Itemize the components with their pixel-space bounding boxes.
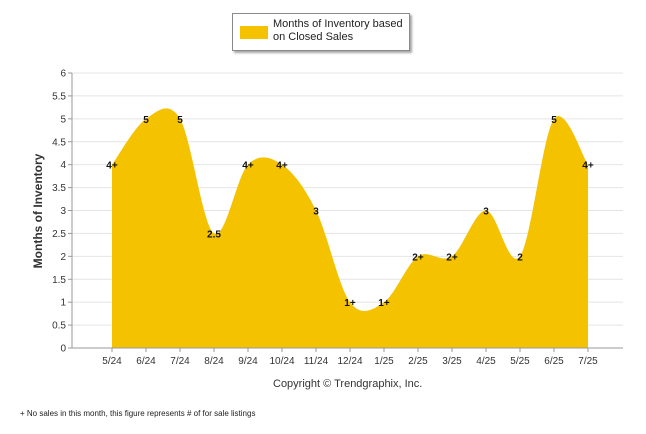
x-tick-label: 7/25 [578,356,598,367]
legend-label: Months of Inventory based on Closed Sale… [273,18,403,43]
x-tick-label: 6/24 [136,356,156,367]
x-tick-label: 9/24 [238,356,258,367]
data-label: 5 [551,115,557,126]
data-label: 3 [483,207,489,218]
data-label: 4+ [106,161,118,172]
y-tick-label: 1.5 [52,275,66,286]
data-label: 2.5 [207,229,221,240]
y-tick-label: 3 [60,206,66,217]
data-label: 2+ [446,252,458,263]
data-label: 2+ [412,252,424,263]
y-tick-label: 0 [60,344,66,355]
x-tick-label: 1/25 [374,356,394,367]
data-label: 5 [177,115,183,126]
x-tick-label: 11/24 [304,356,329,367]
data-labels: 4+ 5 5 2.5 4+ 4+ 3 1+ 1+ 2+ 2+ 3 2 5 4+ [106,115,594,309]
legend-swatch [240,26,268,39]
area-series-fill [112,108,588,348]
x-tick-label: 6/25 [544,356,564,367]
copyright-text: Copyright © Trendgraphix, Inc. [273,378,423,390]
data-label: 4+ [276,161,288,172]
axes: 0 0.5 1 1.5 2 2.5 3 3.5 4 4.5 5 5.5 6 5/24 6/24 7/24 8/2… [52,69,623,367]
y-tick-label: 6 [60,69,66,80]
data-label: 4+ [582,161,594,172]
x-tick-label: 4/25 [476,356,496,367]
y-tick-label: 1 [60,298,66,309]
area-series [112,108,588,348]
y-tick-label: 4.5 [52,137,66,148]
footnote: + No sales in this month, this figure re… [20,409,256,418]
y-axis-title: Months of Inventory [31,153,45,268]
y-tick-label: 0.5 [52,321,66,332]
y-tick-label: 2 [60,252,66,263]
x-tick-label: 8/24 [204,356,224,367]
y-tick-label: 3.5 [52,183,66,194]
data-label: 1+ [378,298,390,309]
data-label: 3 [313,207,319,218]
x-tick-label: 10/24 [269,356,294,367]
y-tick-label: 5.5 [52,91,66,102]
data-label: 2 [517,252,523,263]
x-tick-label: 12/24 [337,356,362,367]
y-tick-label: 4 [60,160,66,171]
legend: Months of Inventory based on Closed Sale… [232,13,410,51]
x-tick-label: 2/25 [408,356,428,367]
x-tick-label: 3/25 [442,356,462,367]
x-tick-label: 7/24 [170,356,190,367]
x-tick-label: 5/25 [510,356,530,367]
y-tick-label: 2.5 [52,229,66,240]
x-tick-label: 5/24 [102,356,122,367]
data-label: 5 [143,115,149,126]
data-label: 4+ [242,161,254,172]
data-label: 1+ [344,298,356,309]
y-tick-label: 5 [60,114,66,125]
